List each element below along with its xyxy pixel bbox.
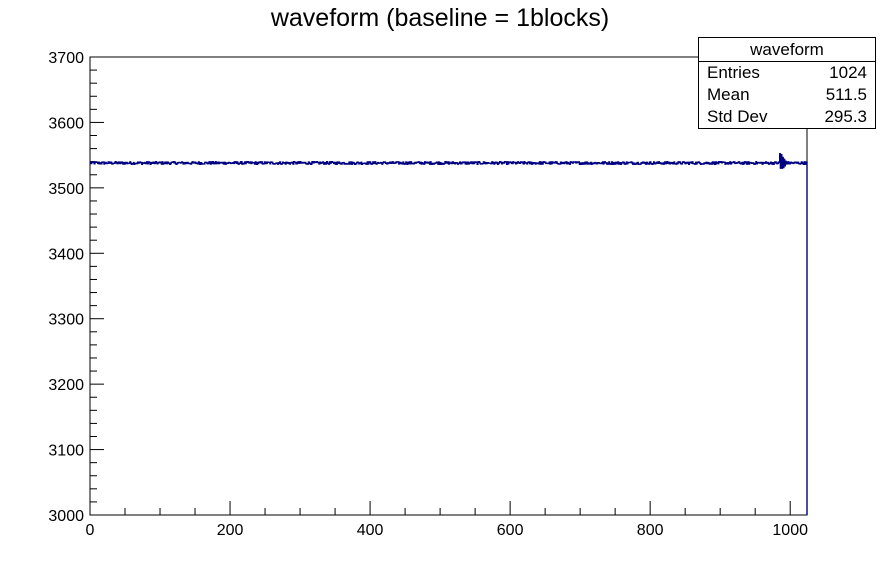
- stats-row-stddev: Std Dev 295.3: [699, 106, 875, 128]
- y-tick-label: 3400: [48, 246, 84, 263]
- stats-value: 511.5: [825, 85, 867, 104]
- y-tick-label: 3200: [48, 377, 84, 394]
- stats-value: 295.3: [824, 107, 867, 126]
- y-tick-label: 3300: [48, 312, 84, 329]
- y-tick-label: 3000: [48, 508, 84, 525]
- y-tick-label: 3500: [48, 181, 84, 198]
- x-tick-label: 600: [497, 522, 524, 539]
- stats-label: Std Dev: [707, 107, 768, 126]
- x-tick-label: 1000: [772, 522, 808, 539]
- x-tick-label: 400: [357, 522, 384, 539]
- y-axis-ticks: [90, 56, 104, 516]
- x-tick-label: 0: [86, 522, 95, 539]
- x-axis-ticks: [89, 501, 791, 515]
- x-tick-label: 800: [637, 522, 664, 539]
- y-tick-label: 3600: [48, 115, 84, 132]
- stats-label: Entries: [707, 63, 760, 82]
- y-tick-label: 3700: [48, 50, 84, 67]
- y-tick-label: 3100: [48, 443, 84, 460]
- stats-row-mean: Mean 511.5: [699, 84, 875, 106]
- x-tick-label: 200: [217, 522, 244, 539]
- y-axis-tick-labels: 3000 3100 3200 3300 3400 3500 3600 3700: [48, 50, 84, 525]
- waveform-series-line: [89, 153, 808, 515]
- stats-box: waveform Entries 1024 Mean 511.5 Std Dev…: [698, 37, 876, 129]
- x-axis-tick-labels: 0 200 400 600 800 1000: [86, 522, 809, 539]
- stats-label: Mean: [707, 85, 750, 104]
- stats-box-title: waveform: [699, 38, 875, 62]
- chart-title: waveform (baseline = 1blocks): [270, 4, 610, 32]
- stats-value: 1024: [829, 63, 867, 82]
- stats-row-entries: Entries 1024: [699, 62, 875, 84]
